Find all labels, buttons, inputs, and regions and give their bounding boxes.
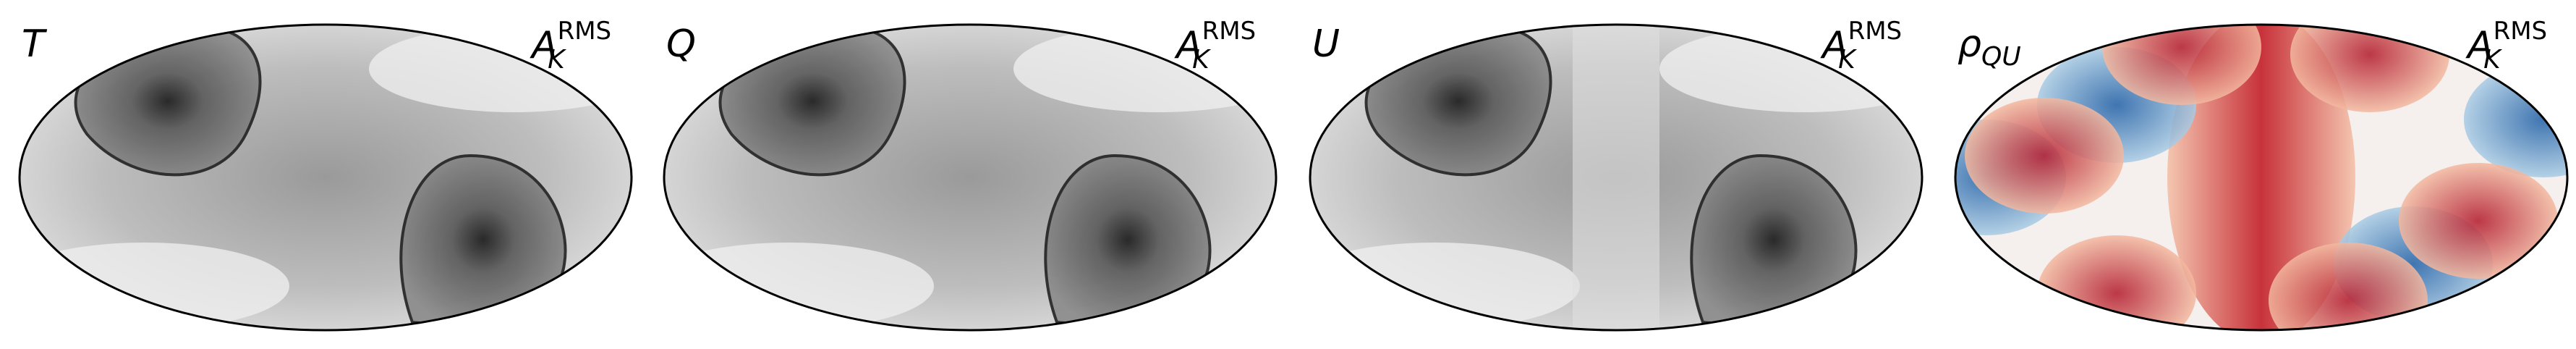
sky-map-panel: Q ARMS K [663,17,1278,332]
quantity-label: ARMS K [1820,17,1902,75]
label-symbol: Q [666,22,696,66]
bright-patch [1659,25,1922,112]
quantity-superscript: RMS [558,17,612,46]
quantity-superscript: RMS [2494,17,2548,46]
color-patch [2102,25,2261,105]
panel-label: Q [666,22,696,66]
bright-band [1573,25,1659,330]
color-patch [2290,25,2449,112]
label-symbol: T [22,22,48,66]
map-outline [1309,23,1924,332]
quantity-label: ARMS K [1174,17,1256,75]
map-outline [18,23,633,332]
label-symbol: U [1312,22,1340,66]
sky-map-panel: ρQU ARMS K [1954,17,2569,332]
quantity-superscript: RMS [1848,17,1903,46]
quantity-subscript: K [548,45,566,75]
bright-patch [369,25,632,112]
bright-patch [1013,25,1276,112]
label-subscript: QU [1981,42,2021,72]
quantity-symbol: A [1820,24,1848,67]
color-patch [2399,163,2558,279]
quantity-symbol: A [2465,24,2494,67]
quantity-label: ARMS K [2465,17,2547,75]
quantity-symbol: A [1174,24,1202,67]
quantity-subscript: K [1838,45,1857,75]
bright-patch [20,243,289,329]
sky-map-panel: T ARMS K [18,17,633,332]
quantity-subscript: K [2483,45,2502,75]
map-outline [1954,23,2569,332]
sky-map-panel: U ARMS K [1309,17,1924,332]
label-symbol: ρ [1957,22,1981,66]
quantity-subscript: K [1192,45,1211,75]
panel-label: ρQU [1957,22,2021,72]
color-patch [1965,98,2124,214]
panel-label: U [1312,22,1340,66]
panel-label: T [22,22,48,66]
quantity-symbol: A [530,24,558,67]
bright-patch [1310,243,1580,329]
map-outline [663,23,1278,332]
quantity-superscript: RMS [1202,17,1257,46]
bright-patch [664,243,934,329]
quantity-label: ARMS K [530,17,611,75]
